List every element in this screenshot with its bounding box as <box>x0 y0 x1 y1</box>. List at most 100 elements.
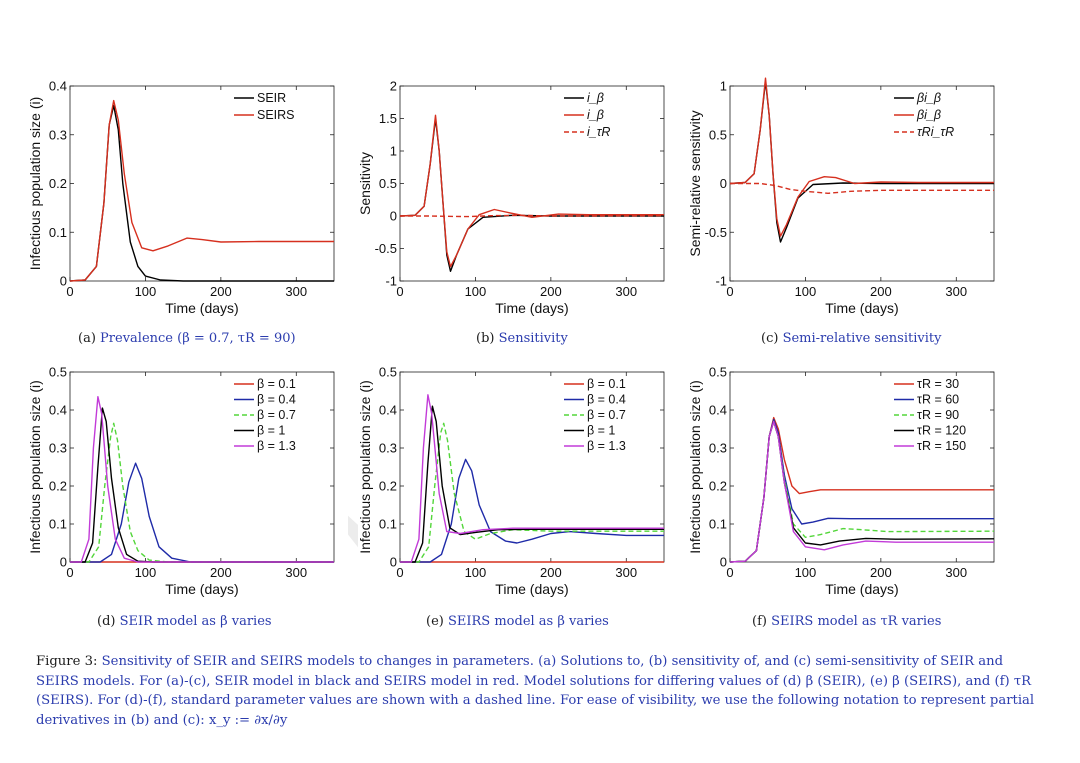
chart-b: 0 100 200 300 -1 -0.5 0 0.5 1 1.5 2 Time (days) Sens… <box>358 74 678 329</box>
y-tick-label: 0.4 <box>709 403 727 418</box>
y-tick-label: 0.4 <box>49 79 67 94</box>
x-tick-label: 0 <box>726 284 733 299</box>
plot-area <box>399 85 665 282</box>
x-tick-label: 100 <box>135 565 157 580</box>
y-tick-label: 0.1 <box>379 517 397 532</box>
legend-label: β = 0.1 <box>257 377 296 391</box>
y-tick-label: 1 <box>390 144 397 159</box>
x-tick-label: 100 <box>135 284 157 299</box>
legend-label: τR = 120 <box>917 424 966 438</box>
y-tick-label: -0.5 <box>375 241 397 256</box>
x-axis-label: Time (days) <box>825 300 898 316</box>
y-tick-label: 0.5 <box>49 365 67 380</box>
chart-a: 0 100 200 300 0 0.1 0.2 0.3 0.4 Time (days) Infect… <box>28 74 348 329</box>
x-tick-label: 0 <box>396 284 403 299</box>
legend-label: β = 1 <box>587 424 615 438</box>
legend-label: β = 1 <box>257 424 285 438</box>
legend-label: β = 1.3 <box>587 439 626 453</box>
legend-label: βi_β <box>916 108 941 122</box>
chart-c: 0 100 200 300 -1 -0.5 0 0.5 1 Time (days) Semi-rel… <box>688 74 1008 329</box>
legend-label: β = 0.4 <box>257 393 296 407</box>
caption-e: (e) SEIRS model as β varies <box>426 614 609 629</box>
legend-label: i_β <box>587 108 604 122</box>
caption-c-label: (c) <box>761 331 779 346</box>
legend-label: i_β <box>587 91 604 105</box>
x-tick-label: 0 <box>66 284 73 299</box>
x-axis-label: Time (days) <box>825 581 898 597</box>
y-tick-label: 0.2 <box>379 479 397 494</box>
y-axis-label: Infectious population size (i) <box>688 380 703 554</box>
x-tick-label: 200 <box>210 565 232 580</box>
x-axis-label: Time (days) <box>495 300 568 316</box>
chart-f: 0 100 200 300 0 0.1 0.2 0.3 0.4 0.5 Time (days) Inf… <box>688 360 1008 610</box>
series-line-1 <box>400 458 664 563</box>
caption-f-label: (f) <box>752 614 767 629</box>
legend-label: β = 0.7 <box>257 408 296 422</box>
plot-area <box>399 371 665 563</box>
legend-label: SEIR <box>257 91 286 105</box>
caption-e-label: (e) <box>426 614 444 629</box>
caption-d: (d) SEIR model as β varies <box>97 614 272 629</box>
y-tick-label: 0.3 <box>709 441 727 456</box>
series-line-1 <box>70 462 334 563</box>
legend-label: SEIRS <box>257 108 295 122</box>
x-tick-label: 300 <box>615 284 637 299</box>
series-line-3 <box>400 405 664 563</box>
caption-c: (c) Semi-relative sensitivity <box>761 331 941 346</box>
caption-b-label: (b) <box>476 331 495 346</box>
x-tick-label: 200 <box>210 284 232 299</box>
caption-d-text: SEIR model as β varies <box>119 614 272 629</box>
y-tick-label: 0.4 <box>379 403 397 418</box>
x-tick-label: 300 <box>285 565 307 580</box>
x-tick-label: 0 <box>66 565 73 580</box>
series-line-2 <box>400 422 664 563</box>
legend-label: τRi_τR <box>917 125 954 139</box>
x-axis-label: Time (days) <box>165 300 238 316</box>
y-axis-label: Sensitivity <box>358 152 373 215</box>
y-tick-label: 0 <box>60 274 67 289</box>
x-tick-label: 300 <box>285 284 307 299</box>
y-tick-label: 0 <box>390 555 397 570</box>
y-tick-label: 0.3 <box>49 441 67 456</box>
legend-label: β = 0.7 <box>587 408 626 422</box>
y-tick-label: -1 <box>715 274 727 289</box>
figure-caption-label: Figure 3: <box>36 654 98 669</box>
plot-area <box>729 371 995 563</box>
legend-label: β = 0.4 <box>587 393 626 407</box>
x-tick-label: 100 <box>465 284 487 299</box>
caption-f-text: SEIRS model as τR varies <box>771 614 942 629</box>
x-tick-label: 300 <box>945 284 967 299</box>
series-line-2 <box>730 182 994 195</box>
x-tick-label: 100 <box>465 565 487 580</box>
x-axis-label: Time (days) <box>495 581 568 597</box>
caption-b-text: Sensitivity <box>498 331 568 346</box>
y-tick-label: 0.5 <box>709 365 727 380</box>
y-tick-label: 0.5 <box>379 176 397 191</box>
y-axis-label: Infectious population size (i) <box>358 380 373 554</box>
series-line-4 <box>729 420 994 563</box>
y-tick-label: -0.5 <box>705 225 727 240</box>
y-axis-label: Infectious population size (i) <box>28 380 43 554</box>
y-tick-label: 0 <box>60 555 67 570</box>
y-tick-label: 0.1 <box>709 517 727 532</box>
y-tick-label: 0 <box>720 176 727 191</box>
legend-label: τR = 60 <box>917 393 959 407</box>
x-tick-label: 200 <box>870 284 892 299</box>
series-line-4 <box>400 394 664 563</box>
caption-e-text: SEIRS model as β varies <box>447 614 609 629</box>
x-tick-label: 200 <box>540 565 562 580</box>
legend-label: τR = 30 <box>917 377 959 391</box>
x-tick-label: 100 <box>795 565 817 580</box>
plot-area <box>69 85 335 282</box>
y-tick-label: 0.5 <box>709 127 727 142</box>
legend-label: i_τR <box>587 125 610 139</box>
x-tick-label: 0 <box>726 565 733 580</box>
figure-caption: Figure 3: Sensitivity of SEIR and SEIRS … <box>36 652 1046 730</box>
y-tick-label: 1.5 <box>379 111 397 126</box>
y-tick-label: -1 <box>385 274 397 289</box>
y-tick-label: 0.5 <box>379 365 397 380</box>
y-tick-label: 0.2 <box>49 479 67 494</box>
y-tick-label: 0.1 <box>49 517 67 532</box>
caption-d-label: (d) <box>97 614 116 629</box>
caption-a: (a) Prevalence (β = 0.7, τR = 90) <box>78 331 296 346</box>
